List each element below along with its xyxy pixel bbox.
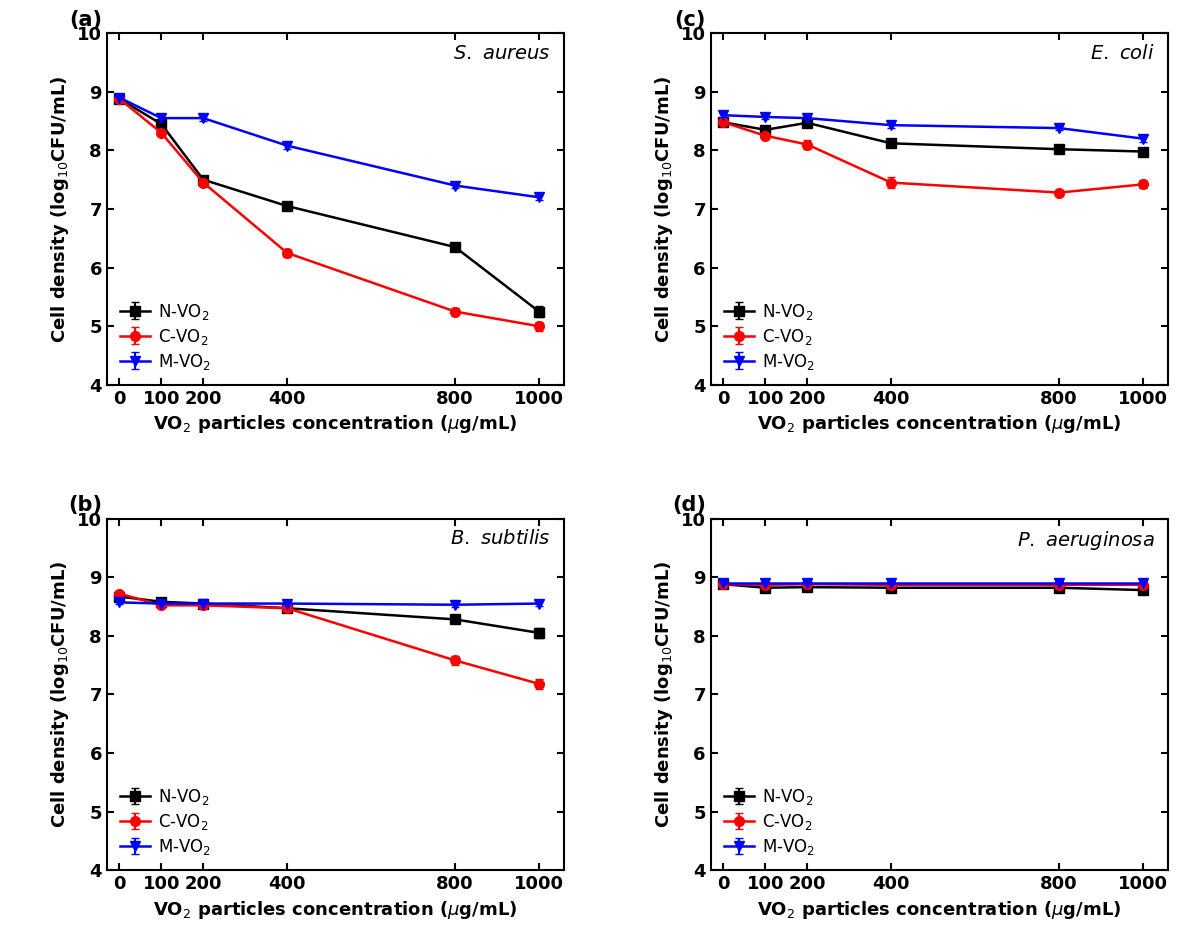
- Legend: N-VO$_2$, C-VO$_2$, M-VO$_2$: N-VO$_2$, C-VO$_2$, M-VO$_2$: [115, 296, 217, 377]
- X-axis label: VO$_2$ particles concentration ($\mu$g/mL): VO$_2$ particles concentration ($\mu$g/m…: [153, 899, 518, 920]
- Y-axis label: Cell density (log$_{10}$CFU/mL): Cell density (log$_{10}$CFU/mL): [653, 76, 675, 342]
- X-axis label: VO$_2$ particles concentration ($\mu$g/mL): VO$_2$ particles concentration ($\mu$g/m…: [153, 413, 518, 435]
- Text: (a): (a): [69, 9, 102, 29]
- Legend: N-VO$_2$, C-VO$_2$, M-VO$_2$: N-VO$_2$, C-VO$_2$, M-VO$_2$: [719, 296, 821, 377]
- Y-axis label: Cell density (log$_{10}$CFU/mL): Cell density (log$_{10}$CFU/mL): [50, 76, 71, 342]
- Text: (c): (c): [675, 9, 706, 29]
- X-axis label: VO$_2$ particles concentration ($\mu$g/mL): VO$_2$ particles concentration ($\mu$g/m…: [757, 899, 1122, 920]
- Y-axis label: Cell density (log$_{10}$CFU/mL): Cell density (log$_{10}$CFU/mL): [50, 561, 71, 828]
- Text: $\it{E.}$ $\it{coli}$: $\it{E.}$ $\it{coli}$: [1090, 44, 1154, 62]
- Text: (d): (d): [672, 495, 706, 515]
- Text: $\it{S.}$ $\it{aureus}$: $\it{S.}$ $\it{aureus}$: [453, 44, 550, 62]
- Y-axis label: Cell density (log$_{10}$CFU/mL): Cell density (log$_{10}$CFU/mL): [653, 561, 675, 828]
- Legend: N-VO$_2$, C-VO$_2$, M-VO$_2$: N-VO$_2$, C-VO$_2$, M-VO$_2$: [115, 782, 217, 862]
- Text: $\it{B.}$ $\it{subtilis}$: $\it{B.}$ $\it{subtilis}$: [449, 529, 550, 548]
- X-axis label: VO$_2$ particles concentration ($\mu$g/mL): VO$_2$ particles concentration ($\mu$g/m…: [757, 413, 1122, 435]
- Legend: N-VO$_2$, C-VO$_2$, M-VO$_2$: N-VO$_2$, C-VO$_2$, M-VO$_2$: [719, 782, 821, 862]
- Text: (b): (b): [68, 495, 102, 515]
- Text: $\it{P.}$ $\it{aeruginosa}$: $\it{P.}$ $\it{aeruginosa}$: [1016, 529, 1154, 552]
